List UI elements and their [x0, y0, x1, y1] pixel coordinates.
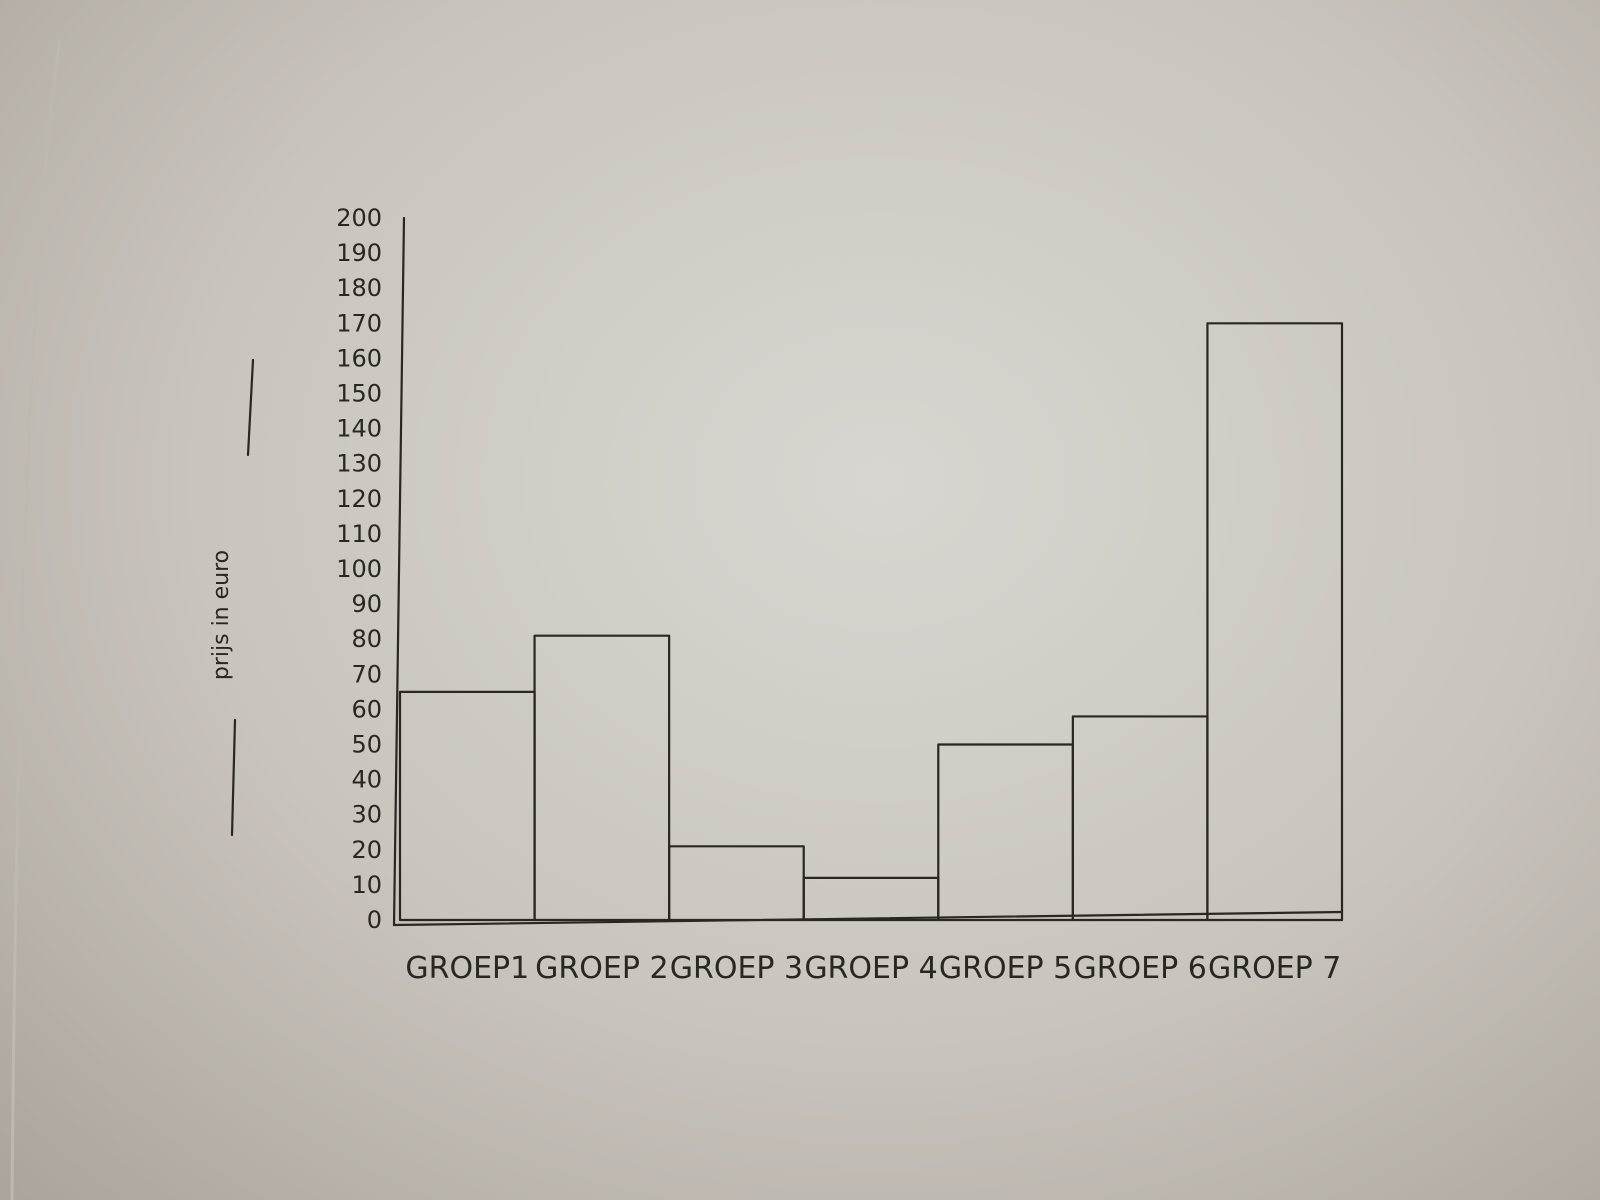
bar: [937, 743, 1074, 922]
x-tick-label: GROEP 6: [1073, 951, 1206, 986]
y-tick-label: 60: [351, 695, 382, 723]
y-tick-label: 190: [336, 239, 382, 267]
y-tick-label: 130: [336, 450, 382, 478]
x-tick-label: GROEP 4: [804, 951, 937, 986]
y-tick-label: 120: [336, 485, 382, 513]
y-tick-label: 50: [351, 731, 382, 759]
y-tick-label: 140: [336, 415, 382, 443]
bar: [398, 690, 536, 922]
bar: [668, 845, 805, 922]
bars: [398, 322, 1344, 922]
bar: [1206, 322, 1344, 922]
y-axis-title: prijs in euro: [209, 550, 234, 680]
y-axis-title-group: prijs in euro: [209, 358, 255, 837]
chart-axes: [392, 216, 1344, 927]
x-axis-line: [392, 910, 1344, 927]
x-axis-labels: GROEP1 GROEP 2 GROEP 3 GROEP 4 GROEP 5 GROEP …: [405, 951, 1341, 986]
y-tick-label: 160: [336, 344, 382, 372]
y-tick-label: 70: [351, 660, 382, 688]
y-tick-label: 180: [336, 274, 382, 302]
bar: [533, 634, 671, 922]
bar: [802, 876, 940, 922]
y-axis-ticks: 0 10 20 30 40 50 60 70 80 90 100 110 120 130 140 150 160…: [336, 204, 382, 934]
y-tick-label: 110: [336, 520, 382, 548]
y-tick-label: 40: [351, 766, 382, 794]
x-tick-label: GROEP 2: [535, 951, 668, 986]
x-tick-label: GROEP 3: [670, 951, 803, 986]
y-tick-label: 170: [336, 309, 382, 337]
y-tick-label: 30: [351, 801, 382, 829]
y-tick-label: 10: [351, 871, 382, 899]
x-tick-label: GROEP1: [405, 951, 529, 986]
y-tick-label: 0: [367, 906, 382, 934]
y-title-dash-upper: [246, 358, 255, 457]
y-tick-label: 80: [351, 625, 382, 653]
bar: [1071, 715, 1209, 922]
y-tick-label: 90: [351, 590, 382, 618]
y-axis-line: [392, 216, 406, 927]
x-tick-label: GROEP 5: [939, 951, 1072, 986]
y-tick-label: 100: [336, 555, 382, 583]
y-title-dash-lower: [230, 718, 237, 837]
paper-sheet-edge: [10, 39, 62, 1200]
y-tick-label: 20: [351, 836, 382, 864]
x-tick-label: GROEP 7: [1208, 951, 1341, 986]
y-tick-label: 150: [336, 380, 382, 408]
y-tick-label: 200: [336, 204, 382, 232]
